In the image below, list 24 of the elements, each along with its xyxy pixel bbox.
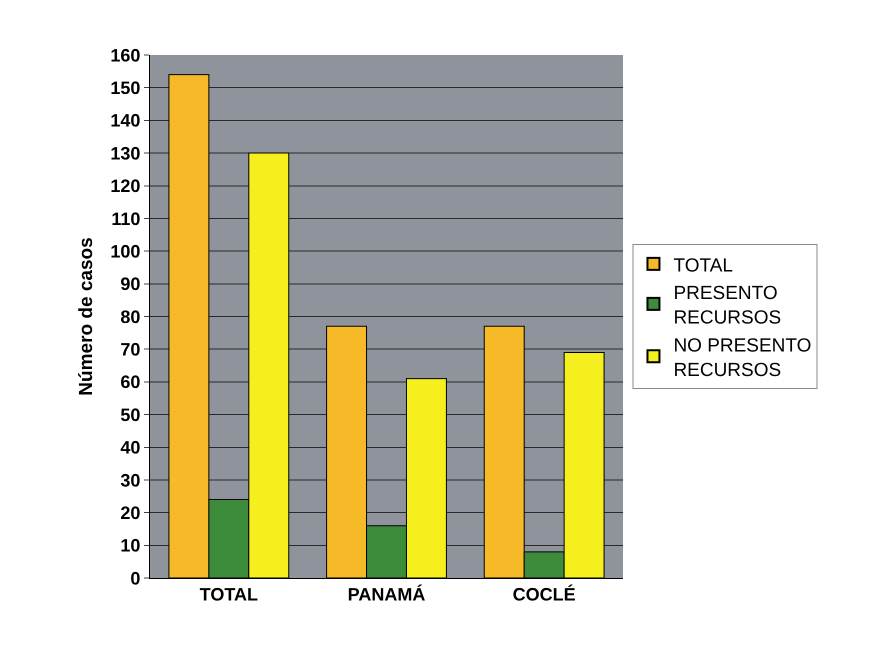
y-tick-label: 0 <box>130 568 140 588</box>
x-tick-label: TOTAL <box>200 584 258 605</box>
y-tick-label: 40 <box>120 438 140 458</box>
y-tick-label: 150 <box>110 78 140 98</box>
legend-label: NO PRESENTO RECURSOS <box>673 335 812 382</box>
y-tick-label: 70 <box>120 339 140 360</box>
y-tick-label: 30 <box>120 470 140 490</box>
y-tick-label: 100 <box>110 241 140 262</box>
x-tick-label: PANAMÁ <box>348 584 426 605</box>
y-tick-label: 10 <box>120 536 140 556</box>
y-tick-label: 140 <box>110 110 140 131</box>
legend-label: PRESENTO RECURSOS <box>673 282 782 329</box>
y-tick-label: 130 <box>110 143 140 164</box>
x-tick-label: COCLÉ <box>512 584 576 605</box>
y-tick-label: 120 <box>110 176 140 196</box>
y-tick-label: 90 <box>120 274 140 294</box>
y-tick-label: 160 <box>110 45 140 66</box>
y-tick-label: 80 <box>120 306 140 327</box>
y-tick-label: 50 <box>120 404 140 425</box>
legend-label: TOTAL <box>673 255 733 276</box>
y-tick-label: 110 <box>111 208 140 229</box>
y-axis-title: Número de casos <box>76 237 98 396</box>
y-tick-label: 20 <box>120 502 140 523</box>
y-tick-label: 60 <box>120 372 140 392</box>
